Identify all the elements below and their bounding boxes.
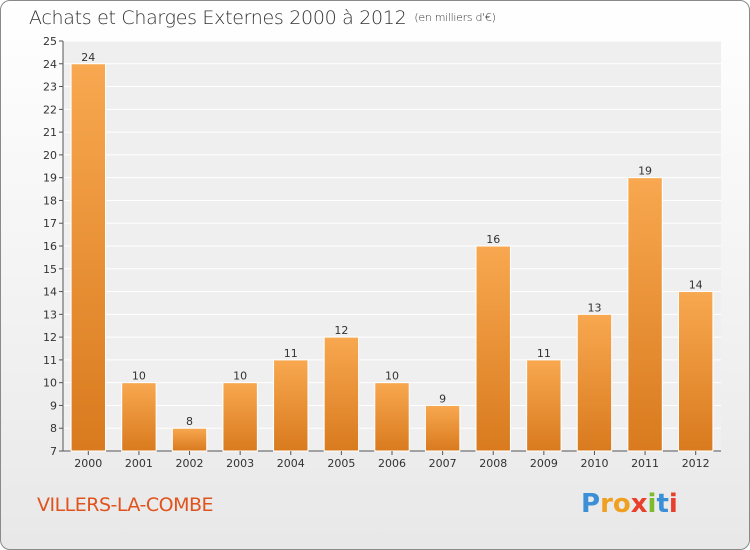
y-tick-label: 15 [43,263,57,276]
chart-subtitle: (en milliers d'€) [414,11,496,24]
y-tick-label: 22 [43,103,57,116]
bar-2006 [374,382,410,452]
y-tick-label: 11 [43,354,57,367]
x-tick-label: 2005 [327,457,355,470]
y-tick-label: 16 [43,240,57,253]
data-label: 12 [334,324,348,337]
x-tick-label: 2011 [631,457,659,470]
x-tick-label: 2006 [378,457,406,470]
logo-letter: x [630,489,648,519]
x-tick-label: 2002 [176,457,204,470]
y-tick-label: 21 [43,126,57,139]
logo-letter: P [581,489,601,519]
bar-2009 [526,359,562,452]
x-tick-label: 2004 [277,457,305,470]
y-tick-label: 25 [43,35,57,48]
data-label: 9 [439,392,446,405]
logo-letter: o [612,489,631,519]
bar-2004 [273,359,309,452]
y-tick-label: 13 [43,308,57,321]
proxiti-logo: Proxiti [581,489,678,519]
x-tick-label: 2003 [226,457,254,470]
logo-letter: t [656,489,669,519]
y-tick-label: 18 [43,194,57,207]
bar-2003 [222,382,258,452]
data-label: 13 [587,301,601,314]
x-tick-label: 2009 [530,457,558,470]
y-tick-label: 23 [43,81,57,94]
town-name: VILLERS-LA-COMBE [37,494,214,516]
y-tick-label: 12 [43,331,57,344]
y-tick-label: 8 [50,422,57,435]
data-label: 8 [186,415,193,428]
y-tick-label: 19 [43,172,57,185]
bar-2001 [121,382,157,452]
data-label: 16 [486,233,500,246]
bar-2008 [475,245,511,452]
logo-letter: i [668,489,678,519]
data-label: 11 [537,347,551,360]
logo-letter: i [647,489,657,519]
x-tick-label: 2010 [580,457,608,470]
chart-title: Achats et Charges Externes 2000 à 2012 (e… [29,7,496,29]
chart-title-text: Achats et Charges Externes 2000 à 2012 [29,7,407,29]
x-tick-label: 2000 [74,457,102,470]
bar-2002 [171,427,208,452]
bar-2011 [627,177,663,452]
y-tick-label: 7 [50,445,57,458]
y-tick-label: 24 [43,58,57,71]
y-tick-label: 20 [43,149,57,162]
data-label: 10 [233,370,247,383]
data-label: 10 [132,370,146,383]
data-label: 19 [638,165,652,178]
data-label: 10 [385,370,399,383]
x-tick-label: 2007 [429,457,457,470]
bar-2005 [323,336,360,452]
logo-letter: r [600,489,613,519]
y-tick-label: 9 [50,399,57,412]
bar-2000 [70,63,107,452]
data-label: 11 [284,347,298,360]
data-label: 14 [689,279,703,292]
bar-2007 [424,404,461,452]
bar-2010 [576,313,613,452]
y-tick-label: 14 [43,286,57,299]
bar-2012 [677,291,714,452]
x-tick-label: 2001 [125,457,153,470]
y-tick-label: 10 [43,377,57,390]
data-label: 24 [81,51,95,64]
x-tick-label: 2012 [682,457,710,470]
y-tick-label: 17 [43,217,57,230]
x-tick-label: 2008 [479,457,507,470]
